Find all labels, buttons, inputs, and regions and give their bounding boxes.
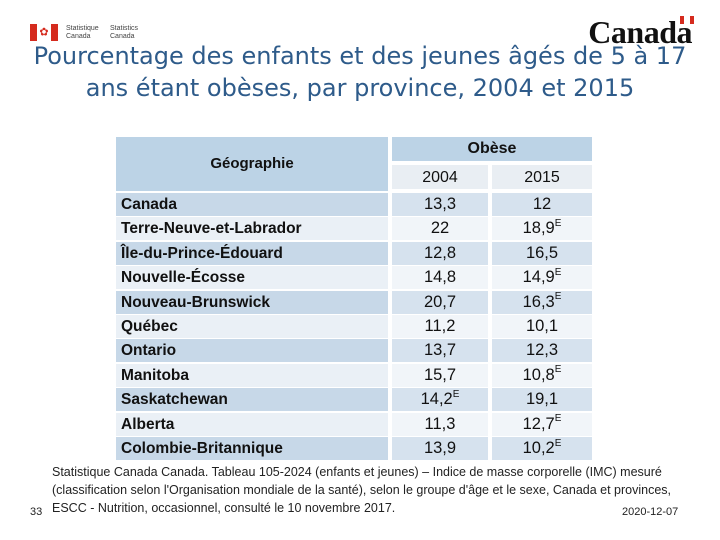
value-2004-cell: 11,2 bbox=[392, 315, 488, 338]
year-2004-header: 2004 bbox=[392, 165, 488, 189]
wordmark-flag-icon bbox=[680, 16, 694, 24]
canada-wordmark: Canada bbox=[588, 14, 694, 51]
agency-name-en: Statistics Canada bbox=[110, 25, 138, 41]
value-2004-cell: 12,8 bbox=[392, 241, 488, 265]
table-row: Saskatchewan 14,2E 19,1 bbox=[116, 388, 592, 412]
value-2004-cell: 22 bbox=[392, 217, 488, 241]
geography-cell: Colombie-Britannique bbox=[116, 437, 388, 460]
slide-date: 2020-12-07 bbox=[622, 506, 679, 518]
value-2015-cell: 19,1 bbox=[492, 388, 592, 412]
agency-en-line1: Statistics bbox=[110, 25, 139, 32]
agency-fr-line1: Statistique bbox=[66, 25, 99, 32]
geography-cell: Nouveau-Brunswick bbox=[116, 290, 388, 314]
geography-cell: Québec bbox=[116, 315, 388, 338]
agency-en-line2: Canada bbox=[110, 33, 135, 40]
value-text: 13,7 bbox=[423, 341, 457, 360]
value-text: 10,8 bbox=[522, 365, 555, 384]
value-2004-cell: 13,9 bbox=[392, 437, 488, 460]
geography-cell: Île-du-Prince-Édouard bbox=[116, 241, 388, 265]
value-2004-cell: 13,3 bbox=[392, 193, 488, 216]
source-note: Statistique Canada Canada. Tableau 105-2… bbox=[52, 465, 672, 515]
value-text: 20,7 bbox=[423, 292, 457, 311]
value-text: 18,9 bbox=[522, 219, 555, 238]
agency-fr-line2: Canada bbox=[66, 33, 91, 40]
page-title: Pourcentage des enfants et des jeunes âg… bbox=[33, 42, 687, 102]
maple-leaf-flag-icon: ✿ bbox=[30, 24, 58, 41]
value-text: 12,8 bbox=[423, 243, 457, 262]
value-2015-cell: 12 bbox=[492, 193, 592, 216]
wordmark-text: Canada bbox=[588, 14, 692, 50]
table-row: Ontario 13,7 12,3 bbox=[116, 339, 592, 363]
value-text: 16,3 bbox=[522, 292, 555, 311]
maple-leaf-icon: ✿ bbox=[39, 26, 49, 38]
value-text: 13,9 bbox=[423, 439, 457, 457]
table-row: Terre-Neuve-et-Labrador 22 18,9E bbox=[116, 217, 592, 241]
value-text: 19,1 bbox=[525, 390, 559, 409]
value-2015-cell: 10,8E bbox=[492, 363, 592, 387]
quality-flag: E bbox=[452, 388, 460, 400]
value-2004-cell: 20,7 bbox=[392, 290, 488, 314]
table-row: Colombie-Britannique 13,9 10,2E bbox=[116, 437, 592, 460]
value-2004-cell: 14,2E bbox=[392, 388, 488, 412]
value-2015-cell: 14,9E bbox=[492, 266, 592, 290]
page-number: 33 bbox=[30, 506, 43, 518]
geography-header: Géographie bbox=[116, 137, 388, 191]
geography-cell: Ontario bbox=[116, 339, 388, 363]
value-text: 10,1 bbox=[525, 317, 559, 335]
value-text: 10,2 bbox=[522, 439, 555, 457]
flag-right-bar bbox=[51, 24, 58, 41]
flag-centre: ✿ bbox=[37, 24, 51, 41]
value-2015-cell: 10,2E bbox=[492, 437, 592, 460]
agency-name-fr: Statistique Canada bbox=[66, 25, 99, 41]
geography-cell: Saskatchewan bbox=[116, 388, 388, 412]
quality-flag: E bbox=[554, 413, 562, 425]
quality-flag: E bbox=[554, 364, 562, 376]
quality-flag: E bbox=[554, 266, 562, 278]
value-text: 16,5 bbox=[525, 243, 559, 262]
table-row: Canada 13,3 12 bbox=[116, 193, 592, 216]
geography-cell: Alberta bbox=[116, 412, 388, 436]
value-text: 14,2 bbox=[420, 390, 453, 409]
value-text: 13,3 bbox=[423, 195, 457, 213]
table-row: Manitoba 15,7 10,8E bbox=[116, 363, 592, 387]
geography-cell: Canada bbox=[116, 193, 388, 216]
value-2015-cell: 12,3 bbox=[492, 339, 592, 363]
value-2015-cell: 10,1 bbox=[492, 315, 592, 338]
table-row: Alberta 11,3 12,7E bbox=[116, 412, 592, 436]
obese-group-header: Obèse bbox=[392, 137, 592, 161]
flag-left-bar bbox=[30, 24, 37, 41]
year-2015-header: 2015 bbox=[492, 165, 592, 189]
value-text: 14,9 bbox=[522, 268, 555, 287]
value-2015-cell: 16,5 bbox=[492, 241, 592, 265]
value-text: 22 bbox=[430, 219, 450, 238]
value-text: 12 bbox=[532, 195, 552, 213]
value-2004-cell: 11,3 bbox=[392, 412, 488, 436]
geography-cell: Nouvelle-Écosse bbox=[116, 266, 388, 290]
value-2015-cell: 18,9E bbox=[492, 217, 592, 241]
geography-header-label: Géographie bbox=[210, 155, 294, 172]
quality-flag: E bbox=[554, 217, 562, 229]
quality-flag: E bbox=[554, 291, 562, 303]
table-row: Nouvelle-Écosse 14,8 14,9E bbox=[116, 266, 592, 290]
value-2004-cell: 14,8 bbox=[392, 266, 488, 290]
value-text: 11,2 bbox=[424, 317, 456, 335]
table-row: Nouveau-Brunswick 20,7 16,3E bbox=[116, 290, 592, 314]
table-row: Île-du-Prince-Édouard 12,8 16,5 bbox=[116, 241, 592, 265]
value-2015-cell: 16,3E bbox=[492, 290, 592, 314]
value-text: 15,7 bbox=[423, 365, 457, 384]
value-2004-cell: 15,7 bbox=[392, 363, 488, 387]
geography-cell: Manitoba bbox=[116, 363, 388, 387]
quality-flag: E bbox=[554, 437, 562, 449]
value-2015-cell: 12,7E bbox=[492, 412, 592, 436]
value-text: 11,3 bbox=[424, 414, 456, 433]
value-text: 12,7 bbox=[522, 414, 555, 433]
geography-cell: Terre-Neuve-et-Labrador bbox=[116, 217, 388, 241]
value-text: 14,8 bbox=[423, 268, 457, 287]
value-2004-cell: 13,7 bbox=[392, 339, 488, 363]
value-text: 12,3 bbox=[525, 341, 559, 360]
table-row: Québec 11,2 10,1 bbox=[116, 315, 592, 338]
